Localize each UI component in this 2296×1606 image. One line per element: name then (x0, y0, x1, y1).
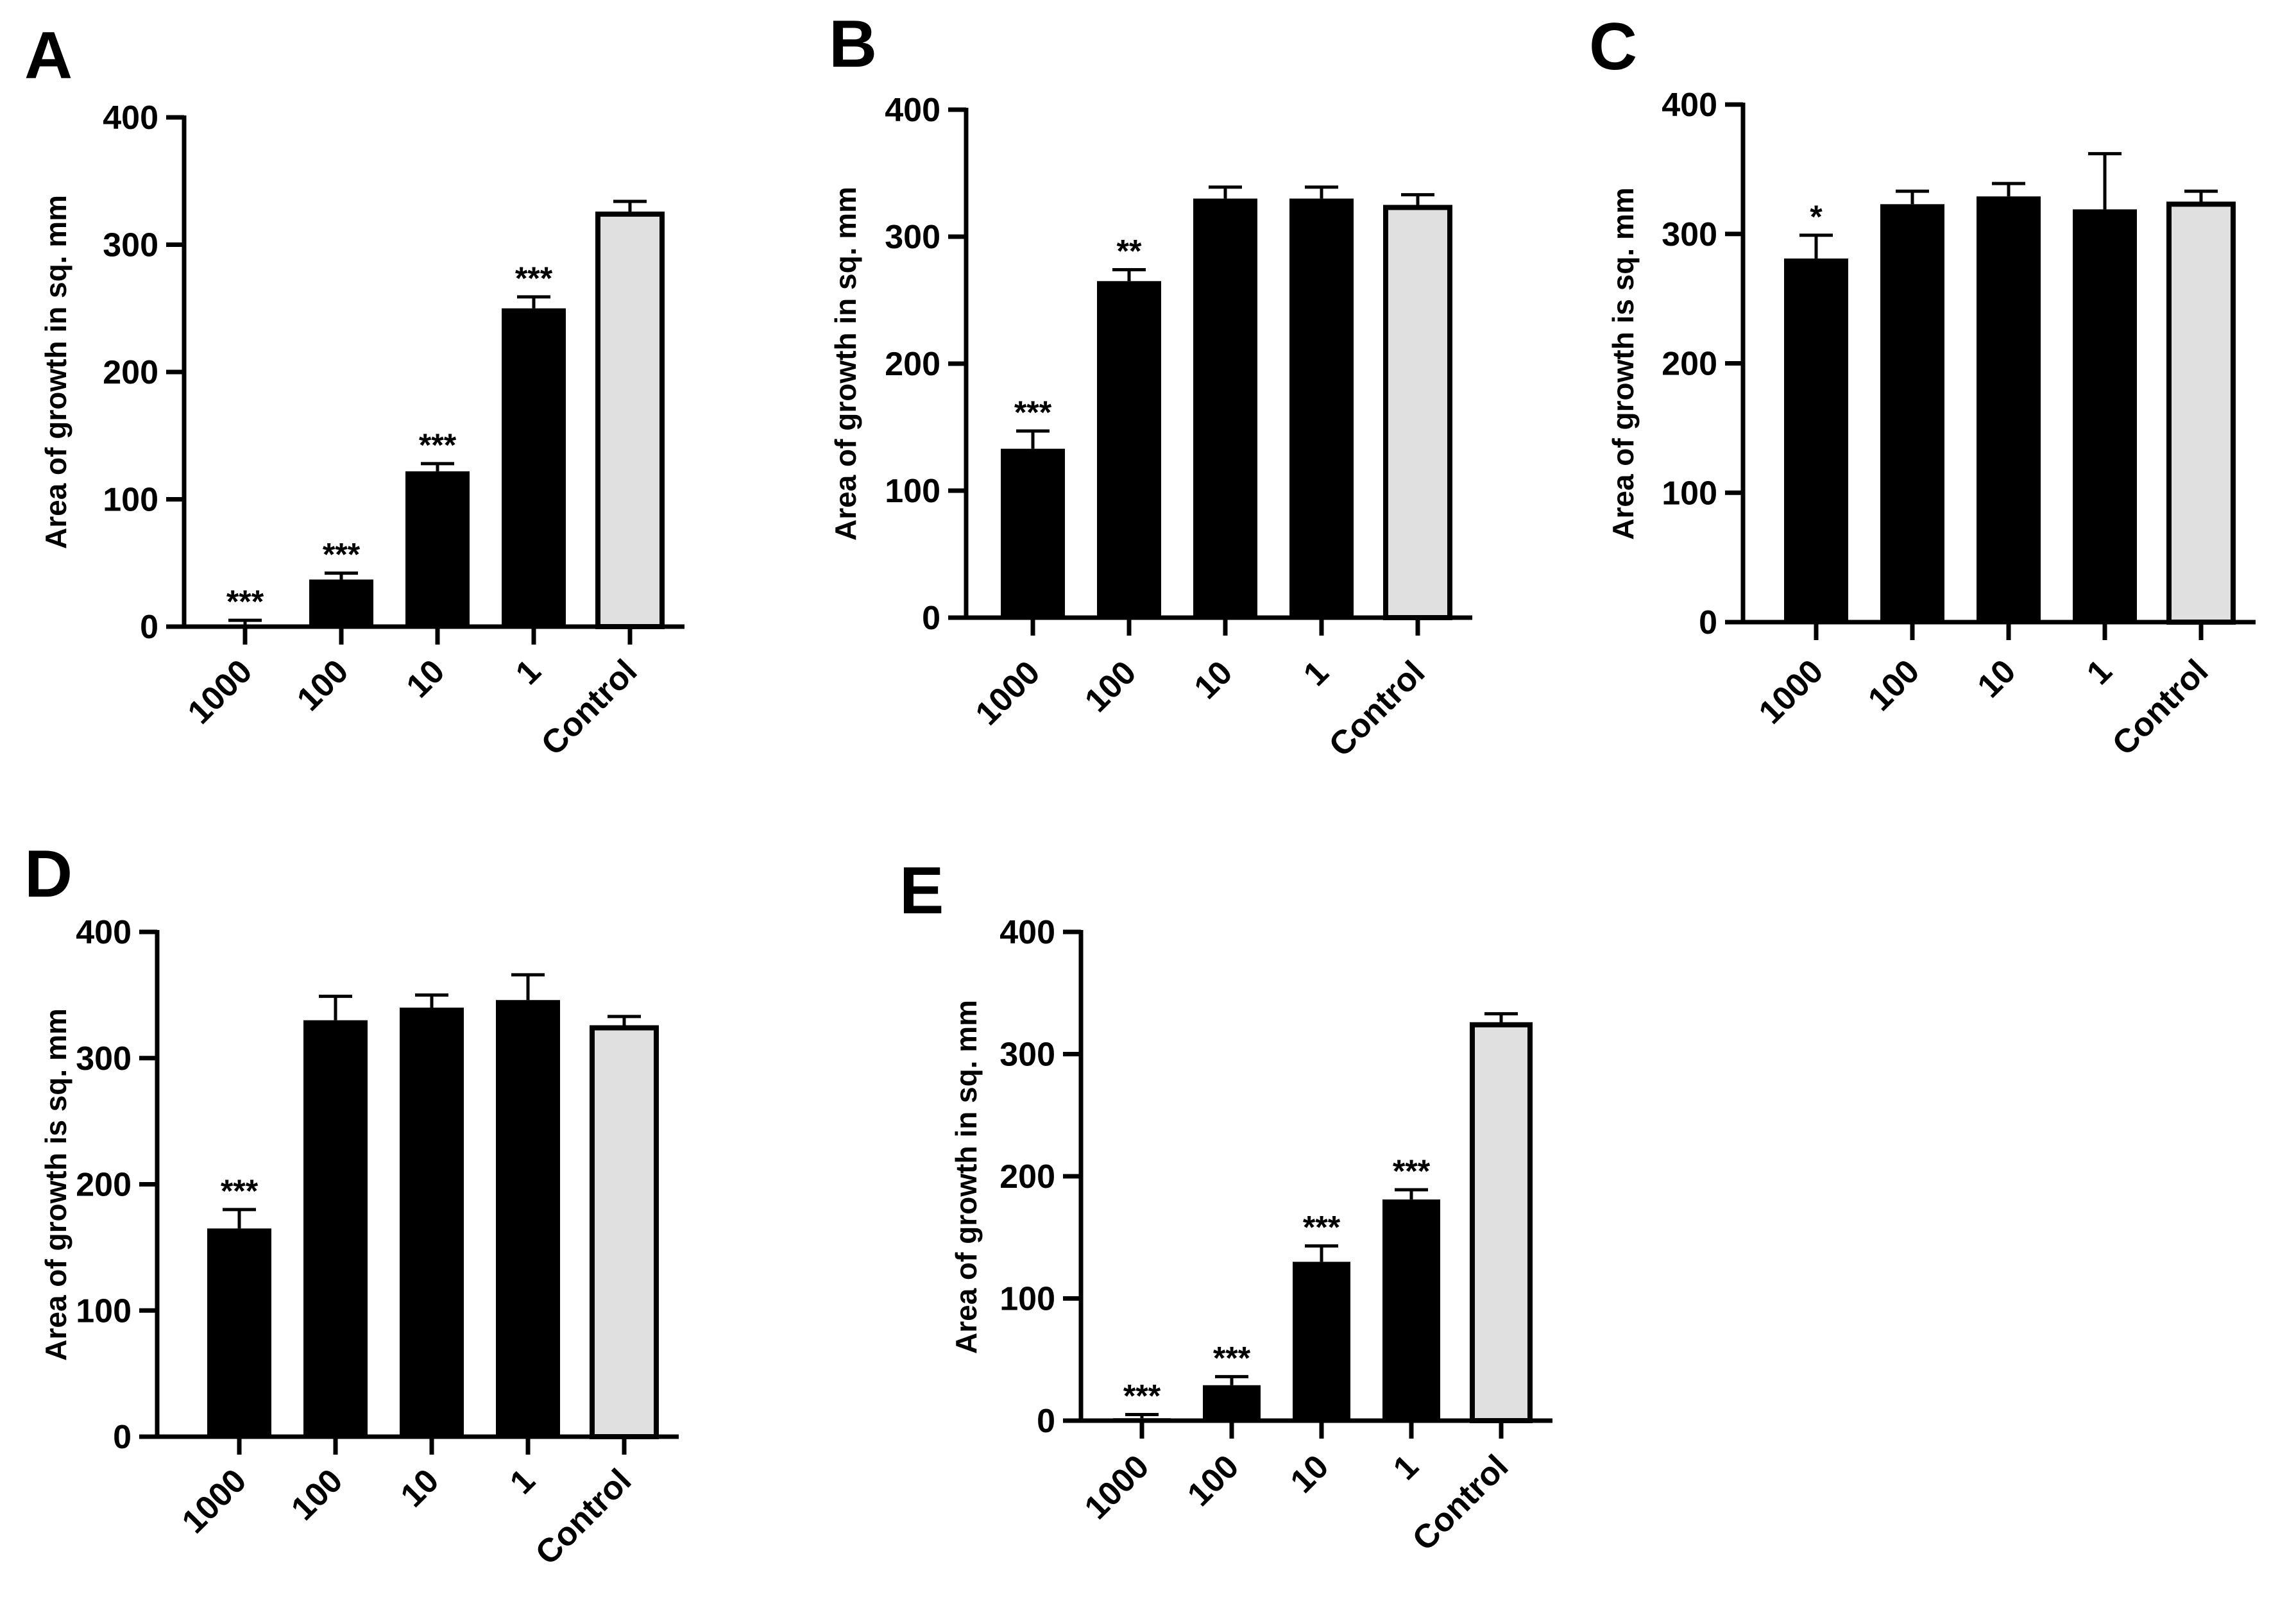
panel-a-y-axis-title: Area of growth in sq. mm (39, 195, 72, 549)
panel-d-y-tick-label: 400 (76, 914, 132, 951)
panel-d-y-tick-label: 100 (76, 1292, 132, 1330)
panel-b-letter: B (829, 7, 877, 81)
panel-d-bar-control (590, 1025, 659, 1439)
panel-b-bar-control (1383, 205, 1452, 620)
panel-b-bar-10 (1193, 198, 1257, 618)
panel-b-y-tick-label: 400 (885, 92, 940, 129)
panel-b-bar-1000 (1001, 448, 1065, 618)
panel-b-y-axis-title: Area of growth in sq. mm (829, 187, 862, 541)
panel-d-letter: D (24, 837, 72, 911)
panel-a-significance-label: *** (226, 584, 264, 620)
panel-b-bar-100 (1097, 281, 1161, 618)
panel-a-y-tick-label: 300 (103, 227, 158, 264)
panel-c-bar-1000 (1784, 258, 1848, 622)
panel-c-y-tick-label: 400 (1662, 87, 1717, 124)
panel-d-bar-100 (303, 1020, 368, 1437)
panel-d-y-tick-label: 0 (113, 1419, 132, 1456)
panel-e-y-tick-label: 400 (999, 914, 1055, 951)
panel-c-letter: C (1589, 10, 1637, 84)
panel-b-bar-1 (1289, 198, 1354, 618)
panel-b-y-tick-label: 100 (885, 473, 940, 510)
panel-e-y-tick-label: 100 (999, 1281, 1055, 1318)
panel-e-bar-1 (1382, 1199, 1440, 1421)
panel-d-bar-1 (496, 1000, 560, 1437)
panel-b-y-tick-label: 200 (885, 346, 940, 383)
panel-e-bar-control (1470, 1022, 1533, 1423)
panel-c-bar-control (2166, 201, 2236, 625)
panel-e-significance-label: *** (1393, 1153, 1431, 1189)
panel-c-y-tick-label: 0 (1699, 604, 1717, 641)
panel-a-significance-label: *** (419, 427, 457, 463)
panel-e-y-tick-label: 300 (999, 1036, 1055, 1074)
panel-d-y-tick-label: 300 (76, 1040, 132, 1078)
panel-a-y-tick-label: 200 (103, 354, 158, 391)
panel-b-significance-label: *** (1014, 394, 1052, 430)
panel-d-bar-1000 (207, 1228, 271, 1437)
panel-a-significance-label: *** (515, 260, 553, 296)
panel-e-y-tick-label: 0 (1037, 1403, 1055, 1440)
panel-c-bar-100 (1880, 204, 1944, 622)
panel-e-letter: E (899, 854, 944, 928)
panel-e-y-tick-label: 200 (999, 1158, 1055, 1196)
panel-a-y-tick-label: 400 (103, 99, 158, 137)
panel-a-letter: A (24, 19, 72, 93)
panel-b: B Area of growth in sq. mm 0 100 200 300 400 **… (829, 7, 1472, 764)
panel-b-y-tick-label: 300 (885, 219, 940, 256)
panel-a-bar-10 (405, 471, 470, 627)
panel-d-bar-10 (400, 1008, 464, 1437)
panel-e-bar-100 (1203, 1385, 1261, 1421)
panel-a-bar-1 (502, 308, 566, 627)
panel-a-y-tick-label: 100 (103, 482, 158, 519)
panel-a-y-tick-label: 0 (140, 609, 158, 646)
panel-c-bar-10 (1977, 196, 2041, 622)
panel-c-y-axis-title: Area of growth is sq. mm (1606, 187, 1640, 540)
panel-b-significance-label: ** (1117, 233, 1142, 269)
panel-a-significance-label: *** (323, 537, 361, 573)
panel-d-significance-label: *** (221, 1173, 259, 1209)
panel-e-significance-label: *** (1213, 1340, 1251, 1376)
panel-d-y-axis-title: Area of growth is sq. mm (39, 1008, 72, 1361)
panel-b-y-tick-label: 0 (922, 600, 940, 637)
panel-a-bar-100 (309, 579, 373, 627)
panel-e-y-axis-title: Area of growth in sq. mm (949, 1000, 983, 1354)
panel-d-y-tick-label: 200 (76, 1167, 132, 1204)
panel-e-significance-label: *** (1123, 1378, 1161, 1414)
panel-c-y-tick-label: 100 (1662, 475, 1717, 512)
panel-c-y-tick-label: 200 (1662, 346, 1717, 383)
panel-c-y-tick-label: 300 (1662, 216, 1717, 253)
panel-c-bar-1 (2073, 209, 2137, 623)
panel-c-significance-label: * (1810, 199, 1823, 235)
panel-e-bar-10 (1293, 1262, 1350, 1421)
panel-a-bar-control (595, 211, 665, 629)
panel-e-significance-label: *** (1303, 1210, 1341, 1246)
